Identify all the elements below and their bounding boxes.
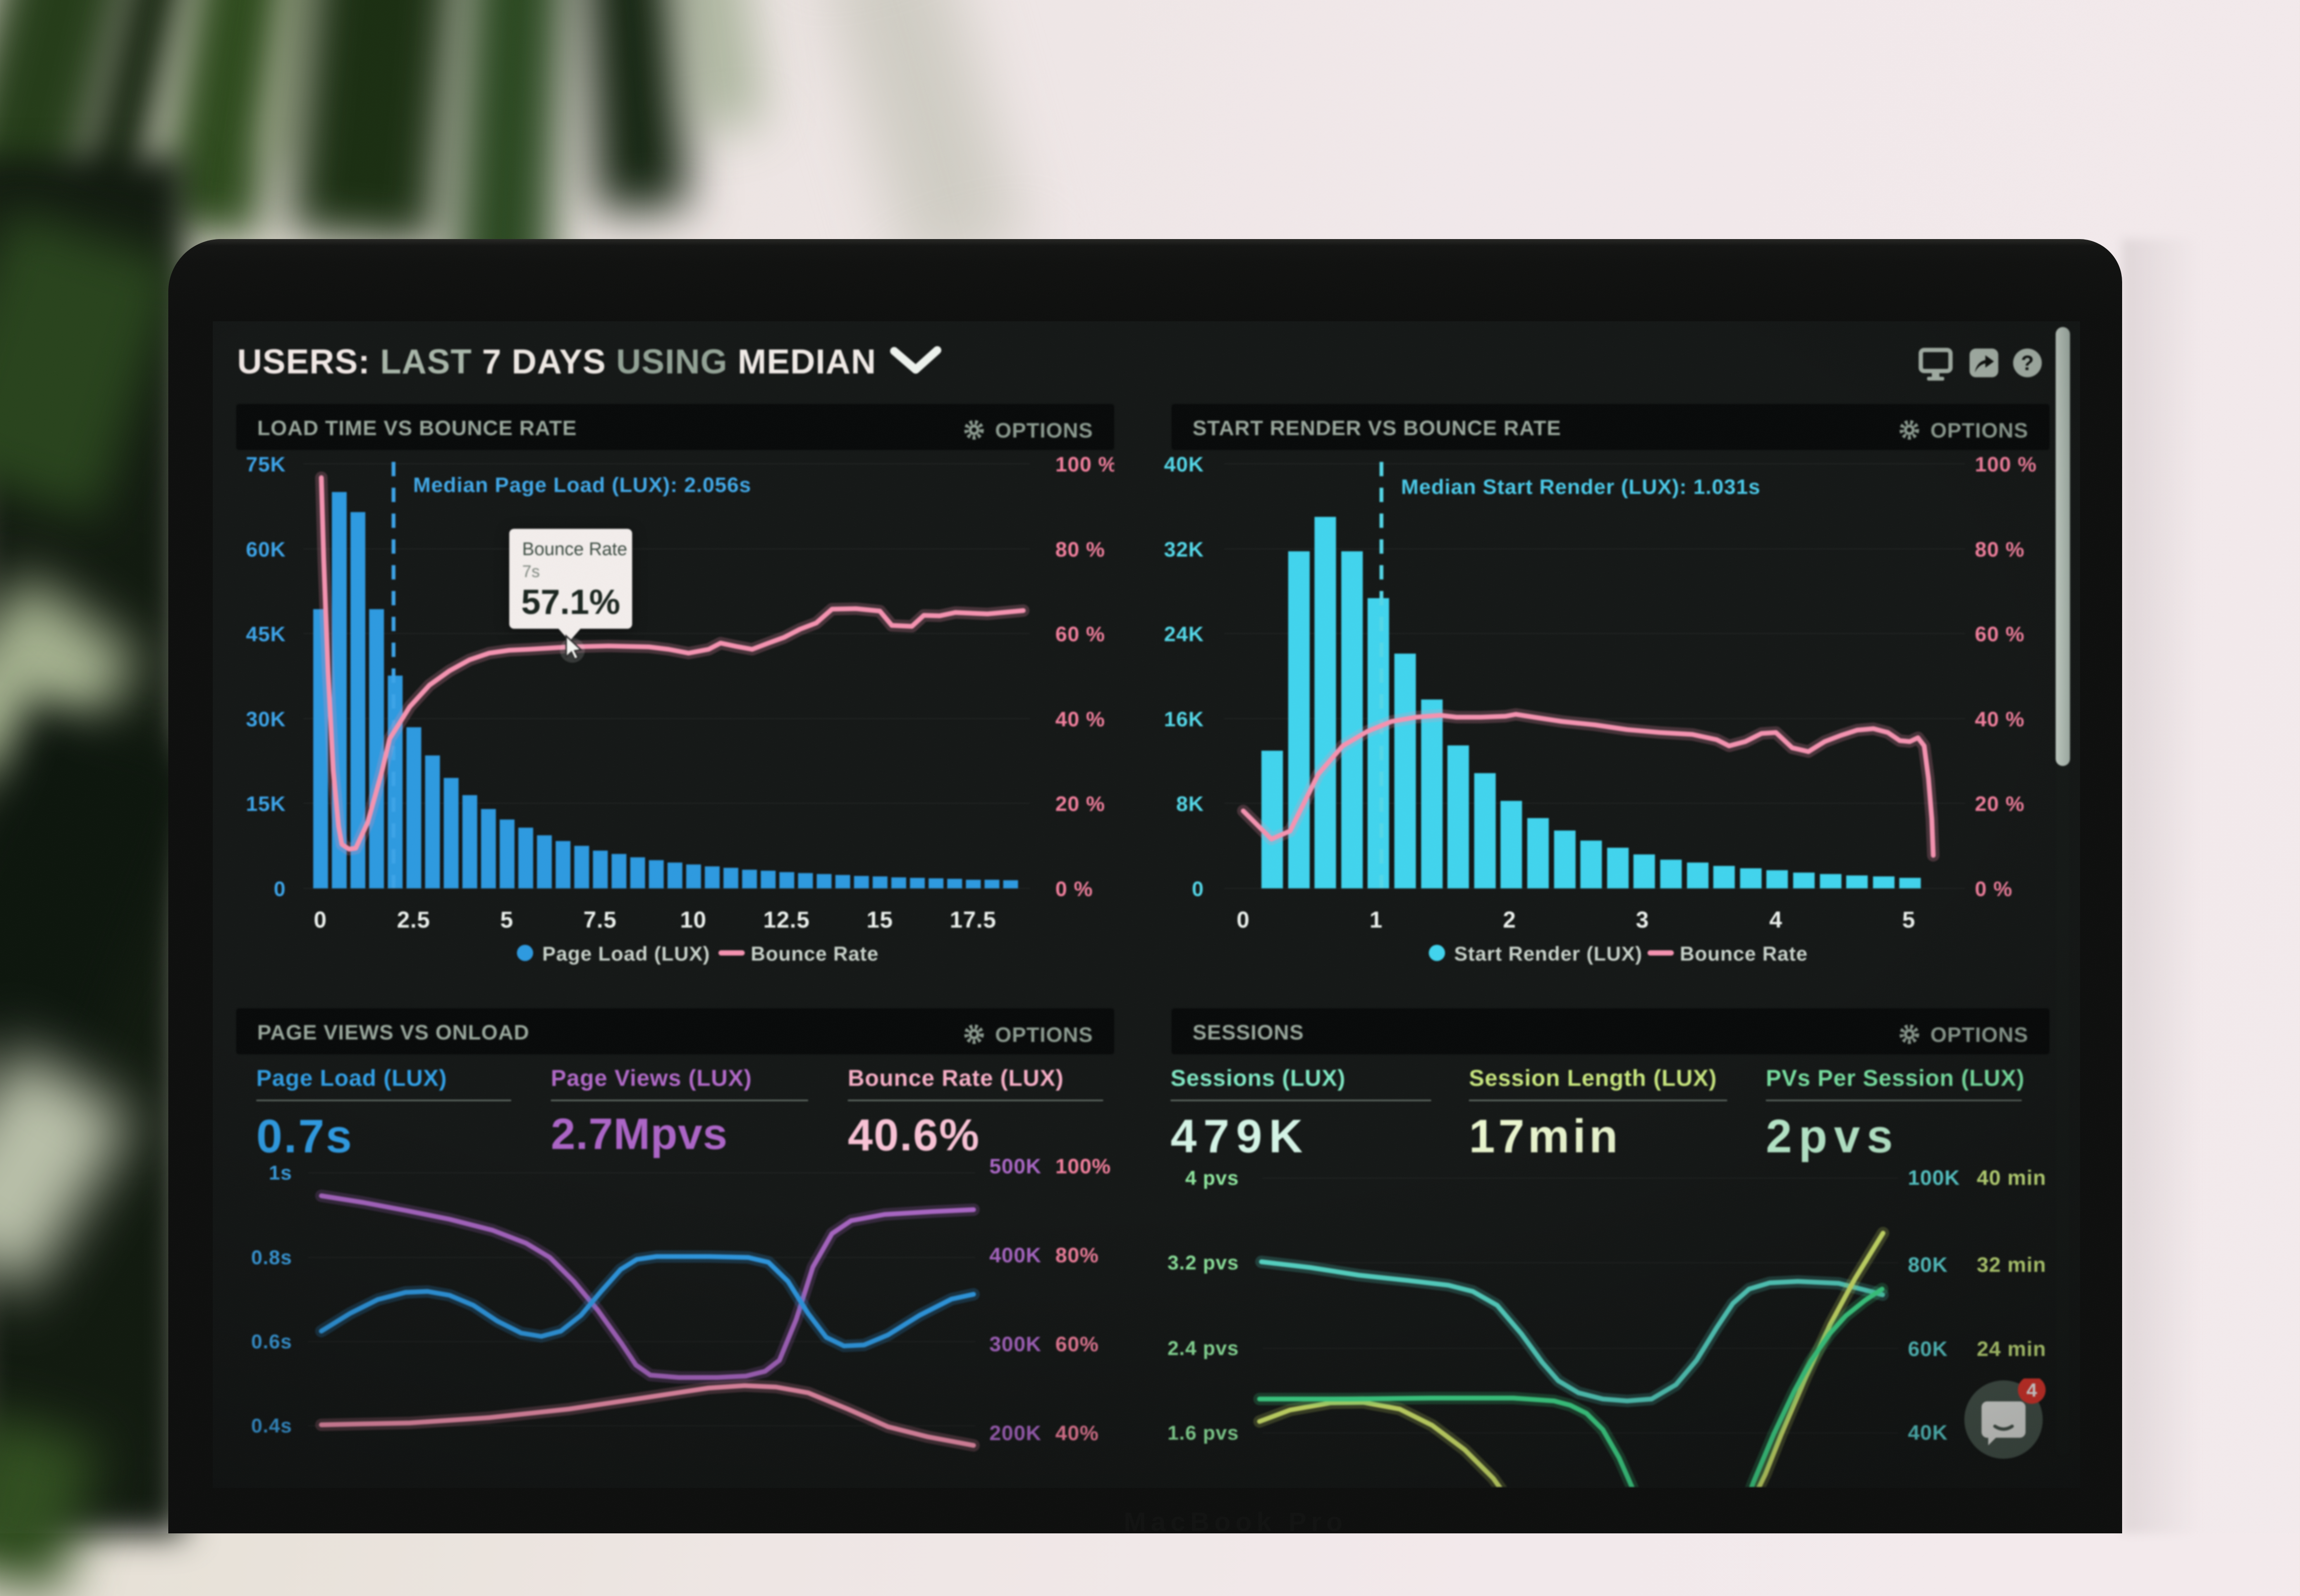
svg-text:4: 4 bbox=[1769, 907, 1783, 933]
svg-text:0.8s: 0.8s bbox=[251, 1246, 292, 1268]
svg-text:4 pvs: 4 pvs bbox=[1185, 1167, 1239, 1189]
svg-text:40 min: 40 min bbox=[1977, 1166, 2046, 1190]
svg-text:100 %: 100 % bbox=[1055, 453, 1114, 476]
svg-text:Bounce Rate: Bounce Rate bbox=[1680, 942, 1808, 965]
svg-text:0 %: 0 % bbox=[1975, 877, 2013, 901]
svg-text:1: 1 bbox=[1369, 907, 1383, 933]
svg-text:?: ? bbox=[2021, 351, 2034, 375]
svg-text:24K: 24K bbox=[1164, 623, 1204, 646]
svg-text:40 %: 40 % bbox=[1975, 708, 2025, 731]
svg-text:Start Render (LUX): Start Render (LUX) bbox=[1454, 942, 1643, 965]
svg-text:2: 2 bbox=[1503, 907, 1516, 933]
svg-text:400K: 400K bbox=[989, 1244, 1041, 1267]
svg-text:0.4s: 0.4s bbox=[251, 1414, 292, 1437]
svg-text:80K: 80K bbox=[1908, 1253, 1948, 1277]
svg-text:4: 4 bbox=[2026, 1380, 2037, 1401]
svg-text:1s: 1s bbox=[269, 1161, 292, 1184]
svg-text:Page Load (LUX): Page Load (LUX) bbox=[542, 942, 710, 965]
svg-text:5: 5 bbox=[1902, 907, 1916, 933]
svg-text:60K: 60K bbox=[1908, 1337, 1948, 1361]
svg-text:60 %: 60 % bbox=[1975, 623, 2025, 646]
svg-text:0: 0 bbox=[1192, 877, 1204, 901]
svg-text:24 min: 24 min bbox=[1977, 1337, 2046, 1361]
svg-text:40K: 40K bbox=[1908, 1421, 1948, 1444]
svg-text:17.5: 17.5 bbox=[950, 907, 996, 933]
svg-text:75K: 75K bbox=[246, 453, 286, 476]
svg-text:40%: 40% bbox=[1055, 1421, 1099, 1445]
svg-text:0.6s: 0.6s bbox=[251, 1330, 292, 1353]
svg-text:7.5: 7.5 bbox=[583, 907, 617, 933]
svg-text:Median Start Render (LUX): 1.0: Median Start Render (LUX): 1.031s bbox=[1401, 475, 1761, 499]
svg-text:200K: 200K bbox=[989, 1421, 1041, 1445]
svg-text:1.6 pvs: 1.6 pvs bbox=[1168, 1421, 1239, 1444]
svg-text:2.5: 2.5 bbox=[397, 907, 430, 933]
svg-text:40K: 40K bbox=[1164, 453, 1204, 476]
svg-text:15: 15 bbox=[866, 907, 893, 933]
svg-text:80 %: 80 % bbox=[1975, 538, 2025, 561]
svg-text:3: 3 bbox=[1636, 907, 1649, 933]
svg-text:8K: 8K bbox=[1176, 792, 1204, 816]
svg-text:32 min: 32 min bbox=[1977, 1253, 2046, 1277]
svg-text:80 %: 80 % bbox=[1055, 538, 1105, 561]
svg-text:0: 0 bbox=[1237, 907, 1250, 933]
svg-text:60K: 60K bbox=[246, 538, 286, 561]
svg-text:500K: 500K bbox=[989, 1155, 1041, 1178]
svg-text:Median Page Load (LUX): 2.056s: Median Page Load (LUX): 2.056s bbox=[413, 473, 751, 497]
svg-text:30K: 30K bbox=[246, 708, 286, 731]
svg-text:100K: 100K bbox=[1908, 1166, 1960, 1190]
svg-text:60%: 60% bbox=[1055, 1333, 1099, 1356]
svg-text:20 %: 20 % bbox=[1055, 792, 1105, 816]
svg-text:300K: 300K bbox=[989, 1333, 1041, 1356]
svg-text:0 %: 0 % bbox=[1055, 877, 1093, 901]
svg-text:15K: 15K bbox=[246, 792, 286, 816]
svg-text:40 %: 40 % bbox=[1055, 708, 1105, 731]
svg-text:0: 0 bbox=[274, 877, 286, 901]
svg-text:5: 5 bbox=[500, 907, 514, 933]
svg-text:20 %: 20 % bbox=[1975, 792, 2025, 816]
svg-text:60 %: 60 % bbox=[1055, 623, 1105, 646]
svg-text:12.5: 12.5 bbox=[763, 907, 810, 933]
svg-text:3.2 pvs: 3.2 pvs bbox=[1168, 1251, 1239, 1274]
svg-text:16K: 16K bbox=[1164, 708, 1204, 731]
svg-text:100%: 100% bbox=[1055, 1155, 1111, 1178]
svg-text:32K: 32K bbox=[1164, 538, 1204, 561]
svg-text:0: 0 bbox=[314, 907, 327, 933]
svg-text:100 %: 100 % bbox=[1975, 453, 2037, 476]
svg-text:Bounce Rate: Bounce Rate bbox=[751, 942, 879, 965]
svg-text:10: 10 bbox=[680, 907, 706, 933]
svg-text:45K: 45K bbox=[246, 623, 286, 646]
svg-text:2.4 pvs: 2.4 pvs bbox=[1168, 1337, 1239, 1359]
svg-text:80%: 80% bbox=[1055, 1244, 1099, 1267]
